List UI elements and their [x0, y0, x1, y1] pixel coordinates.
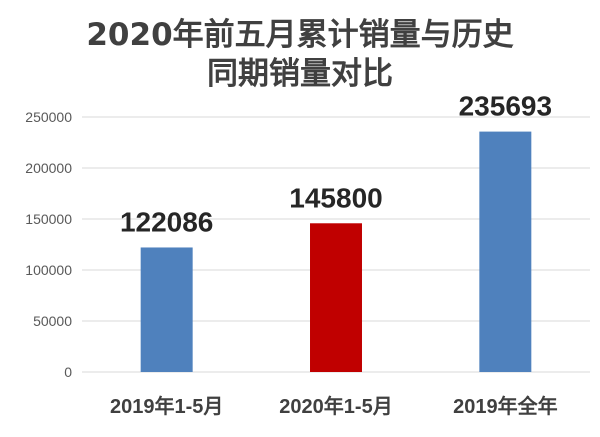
y-tick-label-3: 100000 — [25, 262, 72, 278]
y-axis-tick-labels: 0 50000 100000 150000 200000 250000 — [25, 109, 72, 380]
chart-title: 2020年前五月累计销量与历史 同期销量对比 — [86, 17, 513, 92]
x-axis-category-labels: 2019年1-5月 2020年1-5月 2019年全年 — [110, 394, 558, 418]
data-labels: 122086 145800 235693 — [120, 91, 552, 238]
y-tick-label-6: 250000 — [25, 109, 72, 125]
data-label-2: 145800 — [289, 182, 382, 213]
data-label-3: 235693 — [459, 91, 552, 122]
y-tick-label-4: 150000 — [25, 211, 72, 227]
data-label-1: 122086 — [120, 206, 213, 237]
chart-title-line-1: 2020年前五月累计销量与历史 — [86, 17, 513, 53]
bars — [140, 131, 532, 372]
y-tick-label-2: 50000 — [33, 313, 72, 329]
bar-1 — [140, 247, 193, 372]
y-tick-label-5: 200000 — [25, 160, 72, 176]
chart-title-line-2: 同期销量对比 — [207, 56, 393, 92]
bar-2 — [310, 223, 362, 372]
y-tick-label-1: 0 — [64, 364, 72, 380]
x-category-label-1: 2019年1-5月 — [110, 394, 223, 418]
x-category-label-2: 2020年1-5月 — [279, 394, 392, 418]
x-category-label-3: 2019年全年 — [453, 394, 558, 418]
bar-3 — [479, 131, 532, 372]
